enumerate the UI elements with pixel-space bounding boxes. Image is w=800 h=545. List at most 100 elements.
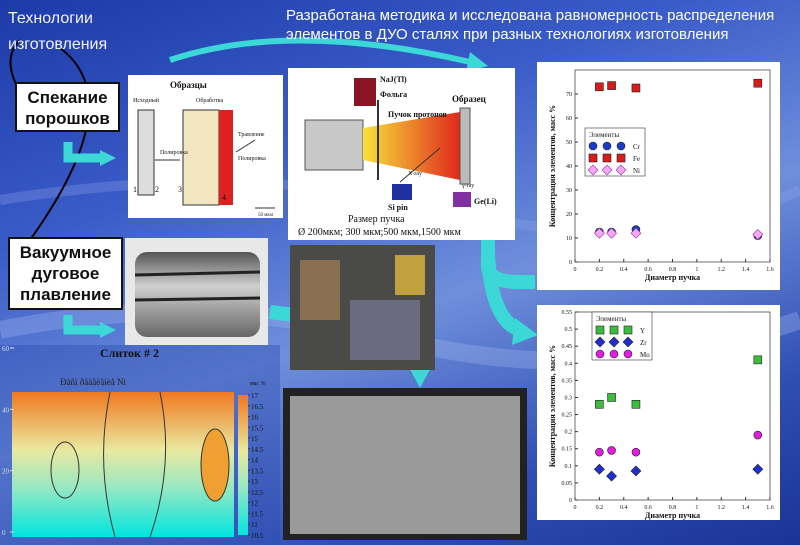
y-tick-label: 0 [569,260,572,266]
setup-diagram [288,68,515,240]
point [752,228,764,240]
colorbar-tick-label: 16 [251,414,259,422]
y-tick-label: 0.15 [562,447,573,453]
y-tick-label: 40 [2,406,10,414]
label: Фольга [380,90,407,99]
colorbar-tick-label: 14 [251,457,259,465]
legend-swatch [609,349,619,359]
legend-swatch [587,164,599,176]
label: 2 [155,185,159,194]
point [631,83,641,93]
label: Образец [452,94,487,104]
point [595,82,604,92]
point [630,465,642,477]
x-tick-label: 1.2 [718,505,726,511]
xray-path [399,147,441,183]
label: Обработка [196,97,223,104]
y-tick-label: 0.35 [562,378,573,384]
colorbar-tick-label: 11.5 [251,510,263,518]
legend-swatch [608,336,620,348]
y-tick-label: 0 [569,498,572,504]
colorbar-tick-label: 15 [251,435,259,443]
x-tick-label: 1.6 [766,267,774,273]
y-tick-label: 0.3 [565,395,573,401]
legend-label: Ni [633,167,640,175]
label: Исходный [133,97,160,104]
point [753,355,763,365]
colorbar-tick-label: 11 [251,521,258,529]
colorbar-tick-label: 12 [251,500,259,508]
x-tick-label: 0.6 [644,505,652,511]
y-axis-label: Концентрация элементов, масс % [548,345,557,467]
sample-photo [283,388,527,540]
equipment [300,260,340,320]
x-tick-label: 1.6 [766,505,774,511]
contour-line [103,391,116,538]
x-tick-label: 0.6 [644,267,652,273]
y-tick-label: 50 [566,140,572,146]
sample-shape [219,110,233,205]
legend-label: Cr [633,143,641,151]
ingot-caption: Слиток # 2 [100,346,159,360]
sample-shape [137,109,155,196]
legend-label: Fe [633,155,640,163]
x-tick-label: 0.2 [596,267,604,273]
x-tick-label: 0 [574,505,577,511]
sample-diagram [128,75,283,218]
y-tick-label: 0 [2,529,6,537]
label: γ-ray [461,183,474,189]
label: Ø 200мкм; 300 мкм;500 мкм,1500 мкм [298,227,462,238]
ingot [135,252,260,337]
point [631,447,641,457]
x-tick-label: 1.4 [742,505,750,511]
x-tick-label: 0.2 [596,505,604,511]
ingot-photo [125,238,268,345]
legend-swatch [615,164,627,176]
legend-swatch [616,153,626,163]
y-tick-label: 20 [2,468,10,476]
legend-swatch [594,336,606,348]
point [606,470,617,482]
x-axis-label: Диаметр пучка [645,511,700,520]
legend-swatch [602,141,612,151]
arrow [63,315,100,335]
point [595,399,604,409]
y-tick-label: 0.4 [565,361,573,367]
x-tick-label: 1 [695,505,698,511]
label: X-ray [408,171,422,177]
point [631,399,641,409]
y-tick-label: 0.1 [565,464,573,470]
legend-swatch [595,325,605,335]
method-label: Вакуумное дуговое плавление [8,237,123,310]
legend-title: Элементы [589,131,619,139]
colorbar-tick-label: 13.5 [251,467,264,475]
legend-swatch [602,153,612,163]
y-tick-label: 30 [566,188,572,194]
chart-panel [537,62,780,290]
point [593,227,605,239]
contour-line [200,428,230,502]
arrow-head [512,318,538,345]
x-tick-label: 1.4 [742,267,750,273]
colorbar-tick-label: 15.5 [251,424,264,432]
point [607,81,616,90]
y-tick-label: 0.25 [562,413,573,419]
header-title: Разработана методика и исследована равно… [286,7,775,43]
sample [459,107,471,185]
colorbar-tick-label: 14.5 [251,446,264,454]
point [606,227,617,239]
label: Размер пучка [348,214,405,225]
x-axis-label: Диаметр пучка [645,273,700,282]
chart-panel [537,305,780,520]
legend-swatch [623,325,633,335]
x-tick-label: 1 [695,267,698,273]
legend-swatch [588,153,598,163]
proton-beam [363,112,460,180]
x-tick-label: 0 [574,267,577,273]
colorbar [238,395,248,535]
method-label: Спекание порошков [15,82,120,132]
legend-label: Y [640,327,645,335]
label: Полировка [238,156,266,162]
legend-swatch [609,325,619,335]
